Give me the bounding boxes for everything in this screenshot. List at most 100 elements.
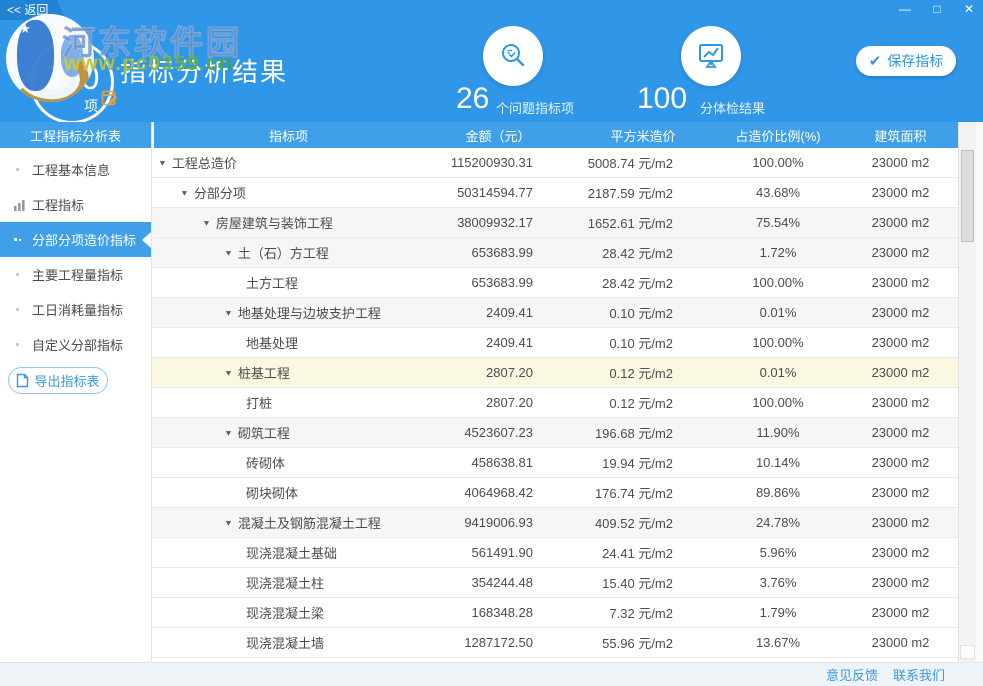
table-row[interactable]: 地基处理 2409.41 0.10 元/m2 100.00% 23000 m2: [152, 328, 958, 358]
row-amount: 4523607.23: [464, 425, 533, 440]
table-row[interactable]: 打桩 2807.20 0.12 元/m2 100.00% 23000 m2: [152, 388, 958, 418]
sidebar-list: 工程基本信息工程指标分部分项造价指标 主要工程量指标 工日消耗量指标 自定义分部指标: [0, 148, 151, 362]
row-area: 23000 m2: [871, 575, 930, 590]
bar-chart-icon: [13, 199, 28, 211]
row-area: 23000 m2: [871, 515, 930, 530]
collapse-triangle-icon[interactable]: ▼: [224, 308, 233, 317]
table-row[interactable]: 现浇混凝土基础 561491.90 24.41 元/m2 5.96% 23000 m2: [152, 538, 958, 568]
row-area: 23000 m2: [871, 275, 930, 290]
row-per-sqm: 2187.59 元/m2: [587, 186, 673, 201]
edit-icon[interactable]: [101, 89, 119, 107]
close-button[interactable]: ✕: [963, 2, 975, 16]
sidebar-item[interactable]: 主要工程量指标: [0, 257, 151, 292]
row-amount: 653683.99: [471, 245, 533, 260]
table-row[interactable]: 砌块砌体 4064968.42 176.74 元/m2 89.86% 23000 m2: [152, 478, 958, 508]
table-row[interactable]: 现浇混凝土柱 354244.48 15.40 元/m2 3.76% 23000 m2: [152, 568, 958, 598]
row-ratio: 0.01%: [759, 305, 797, 320]
collapse-triangle-icon[interactable]: ▼: [224, 428, 233, 437]
row-per-sqm: 28.42 元/m2: [602, 246, 673, 261]
table-row[interactable]: ▼ 工程总造价 115200930.31 5008.74 元/m2 100.00% 230…: [152, 148, 958, 178]
sidebar-item[interactable]: 自定义分部指标: [0, 327, 151, 362]
row-amount: 38009932.17: [457, 215, 533, 230]
maximize-button[interactable]: □: [933, 2, 941, 16]
indicator-table: 指标项 金额（元） 平方米造价 占造价比例(%) 建筑面积 ▼ 工程总造价 11520093…: [152, 122, 958, 662]
indicator-count-circle: 250 项: [30, 40, 114, 124]
sidebar-item-label: 分部分项造价指标: [32, 233, 137, 248]
vertical-scrollbar[interactable]: [958, 122, 976, 662]
table-row[interactable]: ▼ 地基处理与边坡支护工程 2409.41 0.10 元/m2 0.01% 23000 m…: [152, 298, 958, 328]
row-ratio: 24.78%: [755, 515, 801, 530]
row-amount: 9419006.93: [464, 515, 533, 530]
row-per-sqm: 0.10 元/m2: [609, 306, 673, 321]
row-per-sqm: 0.10 元/m2: [609, 336, 673, 351]
row-ratio: 1.79%: [759, 605, 797, 620]
table-row[interactable]: ▼ 砌筑工程 4523607.23 196.68 元/m2 11.90% 23000 m2: [152, 418, 958, 448]
sidebar-title: 工程指标分析表: [0, 122, 151, 148]
table-row[interactable]: ▼ 混凝土及钢筋混凝土工程 9419006.93 409.52 元/m2 24.78% 2…: [152, 508, 958, 538]
row-name: 土方工程: [246, 276, 299, 291]
table-row[interactable]: 砖砌体 458638.81 19.94 元/m2 10.14% 23000 m2: [152, 448, 958, 478]
scrollbar-thumb[interactable]: [961, 150, 974, 242]
sidebar-item-label: 主要工程量指标: [32, 268, 124, 283]
row-per-sqm: 196.68 元/m2: [594, 426, 673, 441]
row-per-sqm: 176.74 元/m2: [594, 486, 673, 501]
table-row[interactable]: ▼ 土（石）方工程 653683.99 28.42 元/m2 1.72% 23000 m2: [152, 238, 958, 268]
row-per-sqm: 15.40 元/m2: [602, 576, 673, 591]
table-body: ▼ 工程总造价 115200930.31 5008.74 元/m2 100.00% 230…: [152, 148, 958, 658]
collapse-triangle-icon[interactable]: ▼: [224, 368, 233, 377]
sidebar-item[interactable]: 工程基本信息: [0, 152, 151, 187]
row-name: 工程总造价: [171, 156, 237, 171]
table-row[interactable]: 现浇混凝土墙 1287172.50 55.96 元/m2 13.67% 23000 m2: [152, 628, 958, 658]
row-name: 现浇混凝土基础: [246, 546, 338, 561]
stat-label: 分体检结果: [700, 101, 766, 116]
sidebar-item-label: 工日消耗量指标: [32, 303, 124, 318]
save-indicator-button[interactable]: ✔ 保存指标: [856, 46, 956, 76]
row-ratio: 11.90%: [756, 425, 800, 440]
table-row[interactable]: ▼ 分部分项 50314594.77 2187.59 元/m2 43.68% 23000 …: [152, 178, 958, 208]
row-ratio: 1.72%: [759, 245, 797, 260]
header: << 返回 — □ ✕ 250 项 指标分析结果 ✔ 保存指标 26 个问题指标项 10…: [0, 0, 983, 124]
row-name: 地基处理与边坡支护工程: [237, 306, 381, 321]
sidebar-item[interactable]: 工程指标: [0, 187, 151, 222]
feedback-link[interactable]: 意见反馈: [825, 668, 878, 683]
sidebar-item-label: 自定义分部指标: [32, 338, 124, 353]
row-area: 23000 m2: [871, 455, 930, 470]
stat-value: 26: [456, 82, 490, 115]
sidebar-item[interactable]: 分部分项造价指标: [0, 222, 151, 257]
search-check-icon: [498, 41, 528, 71]
row-name: 砌块砌体: [246, 486, 299, 501]
contact-link[interactable]: 联系我们: [892, 668, 945, 683]
table-row[interactable]: 现浇混凝土梁 168348.28 7.32 元/m2 1.79% 23000 m2: [152, 598, 958, 628]
sidebar-item[interactable]: 工日消耗量指标: [0, 292, 151, 327]
table-row[interactable]: 土方工程 653683.99 28.42 元/m2 100.00% 23000 m2: [152, 268, 958, 298]
export-table-button[interactable]: 导出指标表: [8, 367, 108, 394]
minimize-button[interactable]: —: [899, 2, 911, 16]
row-area: 23000 m2: [871, 185, 930, 200]
collapse-triangle-icon[interactable]: ▼: [180, 188, 189, 197]
collapse-triangle-icon[interactable]: ▼: [202, 218, 211, 227]
table-row[interactable]: ▼ 房屋建筑与装饰工程 38009932.17 1652.61 元/m2 75.54% 2…: [152, 208, 958, 238]
row-ratio: 100.00%: [752, 335, 804, 350]
row-amount: 458638.81: [471, 455, 533, 470]
row-per-sqm: 0.12 元/m2: [609, 396, 673, 411]
row-area: 23000 m2: [871, 485, 930, 500]
row-amount: 1287172.50: [464, 635, 533, 650]
row-amount: 50314594.77: [457, 185, 533, 200]
monitor-chart-icon: [695, 40, 727, 72]
row-amount: 4064968.42: [464, 485, 533, 500]
indicator-count-unit: 项: [84, 98, 98, 114]
row-ratio: 100.00%: [752, 395, 804, 410]
back-button[interactable]: << 返回: [0, 0, 66, 20]
row-ratio: 13.67%: [755, 635, 801, 650]
row-ratio: 10.14%: [755, 455, 801, 470]
row-ratio: 5.96%: [759, 545, 797, 560]
monitor-chart-badge: [681, 26, 741, 86]
row-area: 23000 m2: [871, 605, 930, 620]
collapse-triangle-icon[interactable]: ▼: [224, 248, 233, 257]
collapse-triangle-icon[interactable]: ▼: [158, 158, 167, 167]
sidebar-item-label: 工程基本信息: [32, 163, 111, 178]
collapse-triangle-icon[interactable]: ▼: [224, 518, 233, 527]
indicator-count: 250: [44, 59, 100, 96]
table-row[interactable]: ▼ 桩基工程 2807.20 0.12 元/m2 0.01% 23000 m2: [152, 358, 958, 388]
row-ratio: 0.01%: [759, 365, 797, 380]
